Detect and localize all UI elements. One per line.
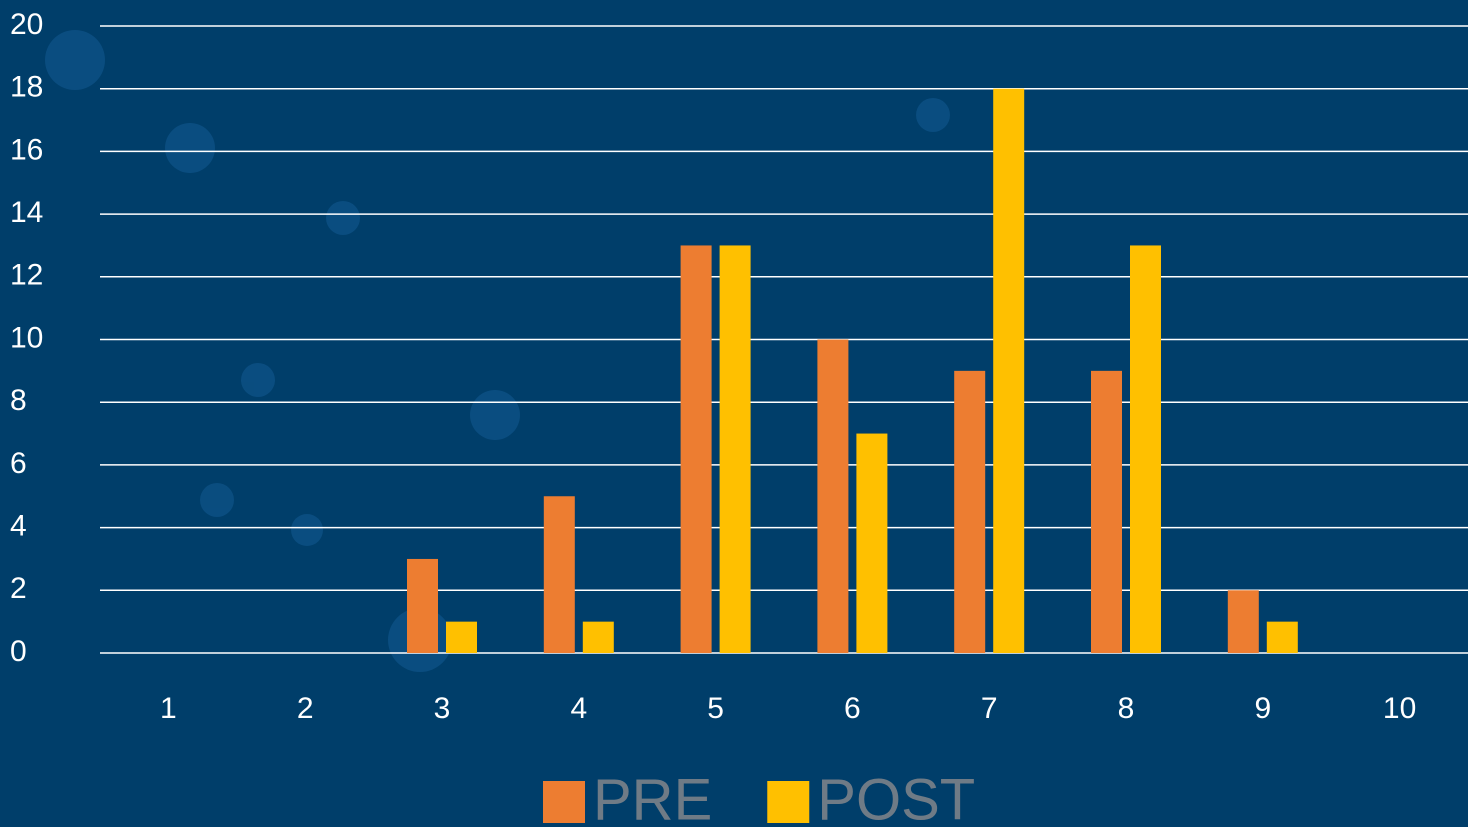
bar [446, 621, 477, 653]
x-tick-label: 9 [1254, 692, 1271, 725]
y-tick-label: 10 [10, 321, 43, 354]
bar [1091, 370, 1122, 653]
y-tick-label: 14 [10, 196, 43, 229]
bar [680, 245, 712, 653]
y-tick-label: 6 [10, 447, 27, 480]
y-tick-label: 12 [10, 259, 43, 292]
bar [582, 621, 614, 653]
y-tick-label: 18 [10, 71, 43, 104]
y-tick-label: 20 [10, 8, 43, 41]
x-tick-label: 6 [844, 692, 861, 725]
legend-swatch [767, 781, 810, 823]
legend-label: PRE [593, 767, 712, 827]
bar [1266, 621, 1298, 653]
x-tick-label: 7 [981, 692, 998, 725]
x-tick-label: 8 [1118, 692, 1135, 725]
bar [719, 245, 751, 653]
y-tick-label: 0 [10, 635, 27, 668]
x-tick-label: 2 [297, 692, 314, 725]
bar [1130, 245, 1161, 653]
legend-swatch [543, 781, 585, 823]
bar [817, 339, 849, 653]
y-tick-label: 2 [10, 572, 27, 605]
x-tick-label: 1 [160, 692, 177, 725]
bar [856, 433, 888, 653]
bar [407, 558, 438, 653]
x-tick-label: 5 [707, 692, 724, 725]
legend-label: POST [817, 767, 975, 827]
y-tick-label: 8 [10, 384, 27, 417]
x-tick-label: 3 [434, 692, 451, 725]
bar [954, 370, 986, 653]
bar [1227, 590, 1259, 653]
x-tick-label: 10 [1383, 692, 1416, 725]
bar [543, 496, 575, 653]
bar [993, 88, 1025, 653]
y-tick-label: 16 [10, 133, 43, 166]
x-tick-label: 4 [570, 692, 587, 725]
y-tick-label: 4 [10, 510, 27, 543]
